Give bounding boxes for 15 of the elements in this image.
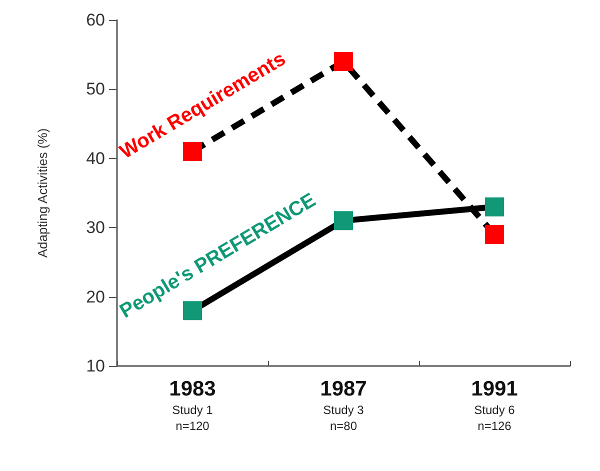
point [334,52,353,72]
y-tick-label: 50 [86,80,105,99]
x-tick-label: 1987 Study 3 n=80 [320,378,367,433]
y-tick-label: 30 [86,218,105,238]
y-axis-title: Adapting Activities (%) [35,128,50,258]
y-tick-label: 60 [86,10,105,30]
point [485,225,504,244]
y-tick-label: 10 [86,356,105,376]
point [334,211,353,230]
point [485,197,504,216]
point [183,142,202,161]
y-tick-label: 40 [86,148,105,168]
y-tick-label: 20 [86,287,105,306]
x-tick-label: 1991 Study 6 n=126 [471,378,518,433]
x-tick-label: 1983 Study 1 n=120 [169,378,216,433]
